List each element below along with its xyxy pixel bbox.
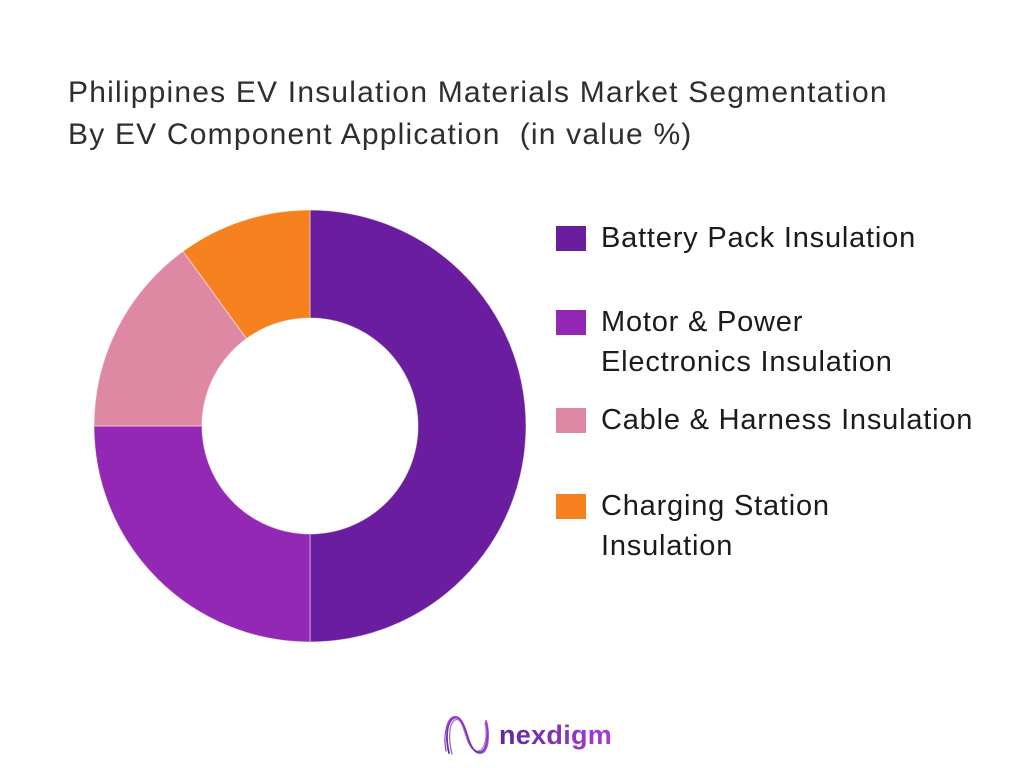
legend-swatch <box>556 226 586 251</box>
donut-chart <box>93 209 527 643</box>
nexdigm-logo-icon <box>444 715 489 755</box>
legend-swatch <box>556 494 586 519</box>
donut-slice-1 <box>309 209 527 643</box>
legend-label: Charging Station Insulation <box>601 490 830 562</box>
legend-label: Motor & Power Electronics Insulation <box>601 306 893 378</box>
donut-slice-4 <box>182 209 311 340</box>
donut-svg <box>93 209 527 643</box>
donut-slice-3 <box>93 250 248 427</box>
legend-swatch <box>556 408 586 433</box>
brand-wordmark: nexdigm <box>499 711 612 759</box>
donut-slice-2 <box>93 425 311 643</box>
legend-item: Motor & Power Electronics Insulation <box>556 302 1016 382</box>
legend-swatch <box>556 310 586 335</box>
legend: Battery Pack Insulation Motor & Power El… <box>556 218 1016 566</box>
brand-logo: nexdigm <box>441 711 612 759</box>
legend-label: Cable & Harness Insulation <box>601 404 974 436</box>
legend-item: Charging Station Insulation <box>556 486 1016 566</box>
legend-label: Battery Pack Insulation <box>601 222 916 254</box>
legend-item: Battery Pack Insulation <box>556 218 1016 258</box>
chart-title: Philippines EV Insulation Materials Mark… <box>68 76 888 151</box>
legend-item: Cable & Harness Insulation <box>556 400 1016 440</box>
